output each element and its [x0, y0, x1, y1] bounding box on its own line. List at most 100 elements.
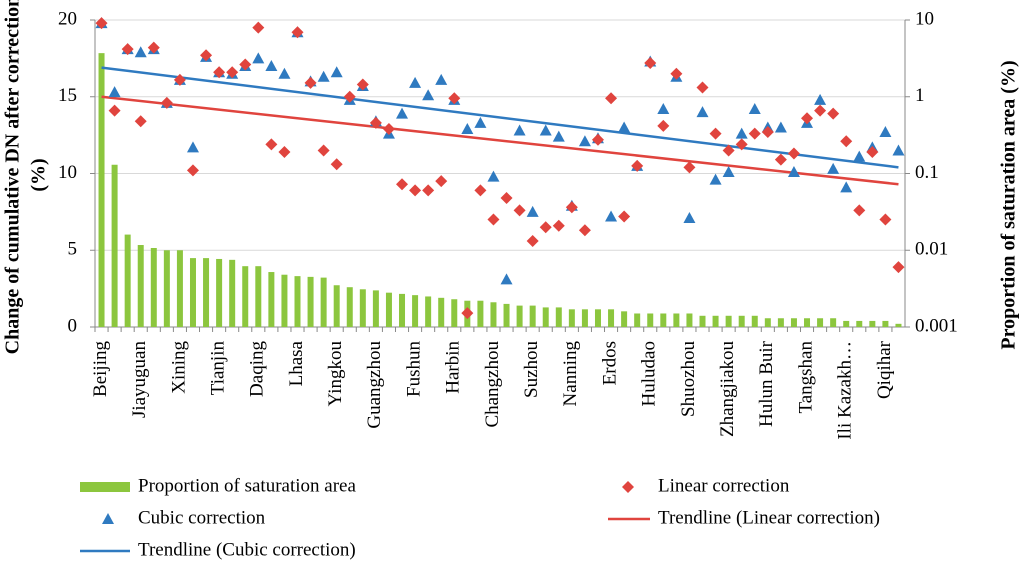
- y-tick-label: 0: [68, 315, 78, 336]
- x-tick-label: Changzhou: [482, 341, 503, 428]
- bar: [725, 315, 732, 327]
- point: [696, 106, 709, 118]
- bar: [490, 302, 497, 327]
- point: [461, 122, 474, 134]
- point: [618, 121, 631, 133]
- point: [853, 204, 866, 217]
- point: [121, 43, 134, 56]
- point: [644, 56, 657, 69]
- point: [95, 17, 108, 30]
- point: [578, 224, 591, 237]
- y2-axis-title: Proportion of saturation area (%): [998, 60, 1020, 349]
- bar: [438, 297, 445, 327]
- point: [827, 162, 840, 174]
- point: [827, 107, 840, 120]
- point: [252, 52, 265, 64]
- x-tick-label: Xining: [168, 341, 189, 394]
- bar: [830, 318, 837, 327]
- point: [631, 159, 644, 172]
- bar: [869, 320, 876, 327]
- point: [435, 73, 448, 85]
- point: [396, 178, 409, 191]
- point: [591, 133, 604, 146]
- x-tick-label: Harbin: [443, 341, 464, 394]
- y-tick-label: 15: [58, 85, 77, 106]
- point: [696, 81, 709, 94]
- point: [200, 49, 213, 62]
- y-tick-label: 5: [68, 239, 78, 260]
- point: [892, 261, 905, 274]
- y-tick-label: 20: [58, 8, 77, 29]
- x-tick-label: Shuozhou: [678, 341, 699, 418]
- bar: [281, 274, 288, 327]
- bar: [634, 313, 641, 327]
- point: [709, 127, 722, 140]
- point: [513, 124, 526, 136]
- point: [330, 66, 343, 78]
- bar: [621, 311, 628, 327]
- point: [108, 86, 121, 98]
- point: [539, 221, 552, 234]
- point: [787, 147, 800, 160]
- trendline: [101, 66, 899, 169]
- legend-label: Trendline (Linear correction): [658, 507, 880, 528]
- bar: [477, 300, 484, 327]
- bar: [359, 289, 366, 327]
- bar: [895, 323, 902, 327]
- point: [683, 212, 696, 224]
- bar: [307, 276, 314, 327]
- y2-tick-label: 0.01: [915, 239, 948, 260]
- legend-label: Linear correction: [658, 475, 790, 496]
- legend-label: Trendline (Cubic correction): [138, 539, 356, 560]
- bar: [98, 53, 105, 328]
- point: [879, 126, 892, 138]
- y-axis-title: Change of cumulative DN after correction: [2, 0, 24, 354]
- bar: [399, 293, 406, 327]
- y2-tick-label: 10: [915, 8, 934, 29]
- legend-label: Cubic correction: [138, 507, 266, 528]
- x-tick-label: Jiayuguan: [129, 341, 150, 419]
- point: [186, 141, 199, 153]
- point: [657, 103, 670, 115]
- point: [605, 210, 618, 222]
- bar: [111, 164, 118, 327]
- point: [552, 130, 565, 142]
- point: [239, 58, 252, 71]
- point: [265, 60, 278, 72]
- bar: [137, 245, 144, 327]
- point: [683, 161, 696, 174]
- bar: [346, 287, 353, 327]
- x-tick-label: Guangzhou: [364, 341, 385, 429]
- point: [774, 121, 787, 133]
- point: [787, 165, 800, 177]
- point: [840, 181, 853, 193]
- y2-tick-label: 0.001: [915, 315, 958, 336]
- bar: [594, 309, 601, 327]
- point: [801, 112, 814, 125]
- bar: [451, 299, 458, 327]
- point: [814, 93, 827, 105]
- bar: [568, 309, 575, 327]
- point: [748, 103, 761, 115]
- point: [278, 146, 291, 159]
- x-tick-label: Huludao: [639, 341, 660, 406]
- point: [474, 184, 487, 197]
- bar: [790, 318, 797, 327]
- point: [134, 46, 147, 58]
- point: [252, 21, 265, 34]
- point: [330, 158, 343, 171]
- x-tick-label: Suzhou: [521, 341, 542, 399]
- point: [226, 66, 239, 79]
- point: [774, 153, 787, 166]
- bar: [189, 258, 196, 327]
- bar: [712, 315, 719, 327]
- bar: [124, 234, 131, 327]
- point: [278, 67, 291, 79]
- bar: [882, 320, 889, 327]
- bar: [608, 309, 615, 327]
- x-tick-label: Erdos: [599, 341, 620, 385]
- point: [618, 210, 631, 223]
- point: [396, 107, 409, 119]
- point: [343, 90, 356, 103]
- y2-tick-label: 0.1: [915, 162, 939, 183]
